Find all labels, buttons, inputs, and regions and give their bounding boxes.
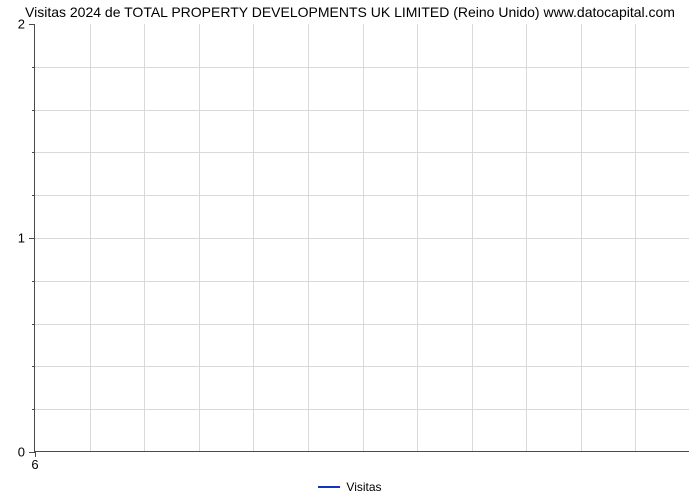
grid-hline	[35, 110, 689, 111]
y-tick-minor	[32, 67, 35, 68]
grid-hline	[35, 366, 689, 367]
grid-hline	[35, 281, 689, 282]
y-tick-major	[29, 238, 35, 239]
y-tick-label: 2	[18, 17, 25, 32]
y-tick-major	[29, 24, 35, 25]
legend-swatch	[318, 486, 340, 488]
y-tick-minor	[32, 324, 35, 325]
grid-hline	[35, 324, 689, 325]
y-tick-minor	[32, 281, 35, 282]
y-tick-label: 0	[18, 445, 25, 460]
grid-hline	[35, 238, 689, 239]
y-tick-minor	[32, 366, 35, 367]
grid-hline	[35, 152, 689, 153]
chart-title: Visitas 2024 de TOTAL PROPERTY DEVELOPME…	[0, 4, 700, 20]
legend: Visitas	[0, 480, 700, 494]
grid-hline	[35, 67, 689, 68]
grid-hline	[35, 409, 689, 410]
plot-area: 0126	[34, 24, 689, 452]
y-tick-minor	[32, 409, 35, 410]
y-tick-minor	[32, 110, 35, 111]
x-tick-label: 6	[31, 457, 38, 472]
y-tick-minor	[32, 152, 35, 153]
legend-label: Visitas	[346, 480, 381, 494]
y-tick-minor	[32, 195, 35, 196]
grid-hline	[35, 195, 689, 196]
y-tick-label: 1	[18, 231, 25, 246]
